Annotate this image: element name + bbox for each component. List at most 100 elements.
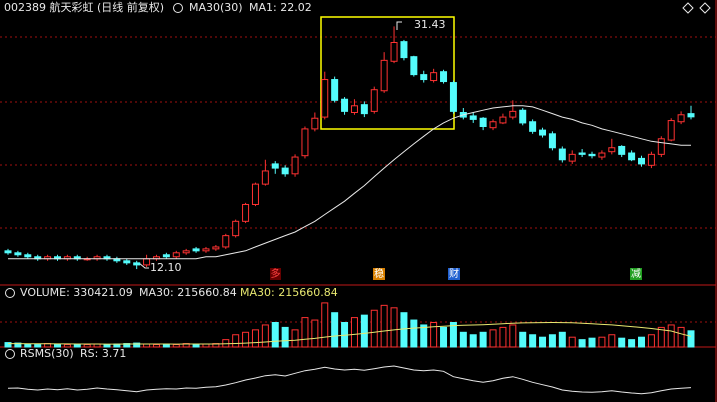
volume-bar	[489, 329, 497, 348]
candle-body	[638, 157, 646, 165]
candle-body	[548, 133, 556, 149]
volume-bar	[281, 326, 289, 348]
candle-body	[479, 117, 487, 127]
volume-bar	[370, 309, 378, 348]
volume-bar	[667, 324, 675, 348]
candle-body	[390, 42, 398, 62]
volume-bar	[479, 331, 487, 348]
candle-body	[410, 56, 418, 76]
candle-body	[568, 153, 576, 162]
candle-body	[420, 74, 428, 81]
volume-bar	[459, 331, 467, 348]
indicator-label: MA30(30)	[189, 1, 243, 14]
candle-body	[242, 203, 250, 222]
volume-bar	[608, 334, 616, 348]
volume-bar	[232, 334, 240, 348]
volume-bar	[430, 322, 438, 348]
volume-bar	[420, 324, 428, 348]
indicator-icon[interactable]	[173, 3, 183, 13]
candle-body	[539, 129, 547, 136]
volume-ma-label: MA30: 215660.84	[139, 286, 237, 299]
volume-bar	[360, 314, 368, 348]
volume-bar	[103, 344, 111, 348]
event-marker[interactable]	[270, 268, 281, 280]
candle-body	[192, 248, 200, 252]
volume-bar	[618, 337, 626, 348]
rs-label: RS: 3.71	[80, 347, 126, 360]
candle-body	[667, 120, 675, 141]
candle-body	[440, 71, 448, 83]
volume-bar	[271, 322, 279, 348]
volume-bar	[251, 329, 259, 348]
volume-bar	[4, 342, 12, 348]
candle-body	[222, 235, 230, 248]
candle-body	[588, 153, 596, 157]
volume-bar	[519, 331, 527, 348]
candle-body	[618, 145, 626, 155]
candle-body	[489, 121, 497, 129]
volume-bar	[677, 326, 685, 348]
candle-body	[598, 152, 606, 158]
volume-bar	[321, 302, 329, 348]
event-label: 稳	[374, 267, 384, 280]
candle-body	[291, 156, 299, 175]
volume-bar	[588, 337, 596, 348]
candle-body	[271, 163, 279, 169]
volume-bar	[529, 334, 537, 348]
candle-body	[677, 114, 685, 123]
window-buttons[interactable]	[682, 2, 711, 14]
candle-body	[182, 250, 190, 254]
volume-bar	[449, 322, 457, 348]
event-label: 减	[631, 268, 641, 280]
volume-bar	[548, 334, 556, 348]
candle-body	[509, 110, 517, 118]
highlight-box	[320, 16, 455, 130]
volume-bar	[578, 339, 586, 348]
candle-body	[311, 117, 319, 130]
candle-body	[380, 59, 388, 92]
candle-body	[331, 79, 339, 101]
volume-bar	[380, 304, 388, 348]
candle-body	[281, 167, 289, 175]
candle-body	[212, 246, 220, 250]
candle-body	[202, 248, 210, 252]
high-pointer	[396, 21, 402, 30]
volume-bar	[202, 343, 210, 348]
chart-title: 002389 航天彩虹 (日线 前复权)	[4, 0, 164, 14]
volume-bar	[400, 312, 408, 348]
event-marker[interactable]	[448, 268, 460, 280]
volume-bar	[390, 307, 398, 348]
volume-bar	[469, 334, 477, 348]
volume-bar	[350, 317, 358, 348]
candle-body	[14, 252, 22, 256]
volume-bar	[638, 336, 646, 348]
candle-body	[558, 148, 566, 161]
indicator-icon[interactable]	[5, 288, 15, 298]
candle-body	[172, 252, 180, 258]
volume-bar	[192, 343, 200, 348]
volume-bar	[34, 344, 42, 348]
ma-line	[8, 105, 691, 260]
candle-body	[251, 183, 259, 205]
event-marker[interactable]	[630, 268, 642, 280]
volume-bar	[143, 343, 151, 348]
volume-bar	[628, 339, 636, 348]
volume-bar	[261, 324, 269, 348]
candle-body	[350, 105, 358, 114]
indicator-icon[interactable]	[5, 349, 15, 359]
candle-body	[341, 98, 349, 112]
volume-bar	[647, 334, 655, 348]
event-marker[interactable]	[373, 268, 385, 280]
volume-bar	[410, 319, 418, 348]
candle-body	[499, 116, 507, 124]
candle-body	[370, 89, 378, 112]
rs-line	[7, 365, 692, 395]
volume-bar	[657, 326, 665, 348]
volume-bar	[499, 326, 507, 348]
volume-bar	[568, 336, 576, 348]
volume-bar	[311, 319, 319, 348]
candle-body	[687, 113, 695, 118]
volume-bar	[291, 329, 299, 348]
